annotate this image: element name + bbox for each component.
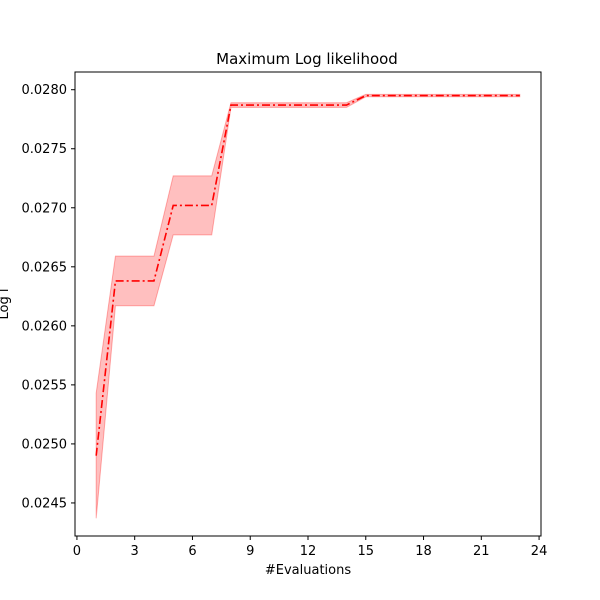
y-tick-label: 0.0270 — [22, 201, 68, 216]
x-tick-label: 3 — [131, 544, 139, 559]
x-tick-label: 24 — [531, 544, 548, 559]
confidence-band-layer — [95, 93, 521, 519]
x-axis-title: #Evaluations — [265, 563, 351, 578]
y-tick-label: 0.0245 — [22, 496, 68, 511]
x-tick-label: 15 — [357, 544, 374, 559]
chart-title: Maximum Log likelihood — [216, 50, 398, 68]
y-axis-title: Log l — [0, 289, 12, 320]
x-tick-label: 0 — [73, 544, 81, 559]
y-tick-label: 0.0275 — [22, 142, 68, 157]
y-tick-label: 0.0265 — [22, 260, 68, 275]
y-axis: 0.0245 0.0250 0.0255 0.0260 0.0265 0.0270 0.02… — [22, 83, 75, 511]
x-tick-label: 18 — [415, 544, 432, 559]
y-tick-label: 0.0250 — [22, 437, 68, 452]
x-tick-label: 12 — [300, 544, 317, 559]
x-tick-label: 21 — [473, 544, 490, 559]
y-tick-label: 0.0255 — [22, 378, 68, 393]
x-tick-label: 6 — [188, 544, 196, 559]
x-axis: 0 3 6 9 12 15 18 21 24 — [73, 536, 548, 559]
confidence-band — [95, 93, 521, 519]
y-tick-label: 0.0280 — [22, 83, 68, 98]
x-tick-label: 9 — [246, 544, 254, 559]
y-tick-label: 0.0260 — [22, 319, 68, 334]
